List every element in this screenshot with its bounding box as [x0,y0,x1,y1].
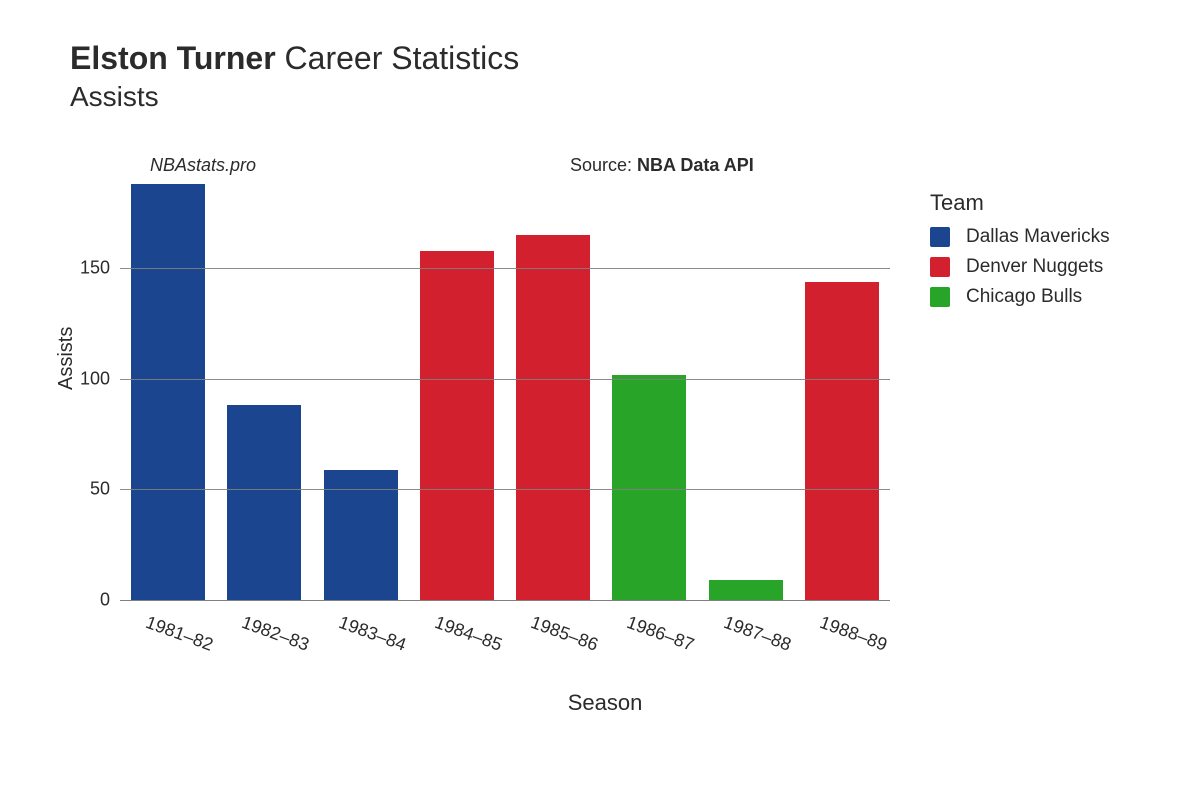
y-axis-title: Assists [55,327,78,390]
legend-item: Dallas Mavericks [930,226,1110,248]
source-prefix: Source: [570,155,637,175]
bar [420,251,494,600]
y-tick-label: 0 [100,590,120,611]
x-tick-label: 1988–89 [817,612,890,656]
title-player-name: Elston Turner [70,40,276,76]
plot-area: 0501001501981–821982–831983–841984–85198… [120,180,890,600]
bar [612,375,686,600]
bar [516,235,590,600]
watermark-text: NBAstats.pro [150,155,256,176]
y-tick-label: 150 [80,258,120,279]
x-tick-label: 1985–86 [528,612,601,656]
gridline [120,268,890,269]
legend: Team Dallas Mavericks Denver Nuggets Chica… [930,190,1110,316]
x-tick-label: 1982–83 [239,612,312,656]
baseline [120,600,890,601]
source-value: NBA Data API [637,155,754,175]
legend-swatch [930,257,950,277]
x-tick-label: 1983–84 [335,612,408,656]
title-block: Elston Turner Career Statistics Assists [70,40,519,113]
source-label: Source: NBA Data API [570,155,754,176]
legend-item: Denver Nuggets [930,256,1110,278]
chart-title: Elston Turner Career Statistics [70,40,519,77]
legend-item: Chicago Bulls [930,286,1110,308]
x-axis-title-text: Season [568,690,643,716]
x-tick-label: 1987–88 [720,612,793,656]
legend-label: Chicago Bulls [966,286,1082,308]
legend-items: Dallas Mavericks Denver Nuggets Chicago Bu… [930,226,1110,308]
legend-label: Denver Nuggets [966,256,1103,278]
bar [805,282,879,600]
x-tick-label: 1981–82 [143,612,216,656]
legend-label: Dallas Mavericks [966,226,1110,248]
legend-swatch [930,227,950,247]
y-tick-label: 100 [80,368,120,389]
gridline [120,489,890,490]
chart-container: Elston Turner Career Statistics Assists … [0,0,1200,800]
x-tick-label: 1984–85 [432,612,505,656]
x-tick-label: 1986–87 [624,612,697,656]
gridline [120,379,890,380]
bar [227,405,301,600]
bar [709,580,783,600]
legend-title: Team [930,190,1110,216]
y-tick-label: 50 [90,479,120,500]
bars-layer [120,180,890,600]
bar [131,184,205,600]
title-rest: Career Statistics [276,40,520,76]
chart-subtitle: Assists [70,81,519,113]
x-axis-title: Season [0,690,1200,716]
legend-swatch [930,287,950,307]
